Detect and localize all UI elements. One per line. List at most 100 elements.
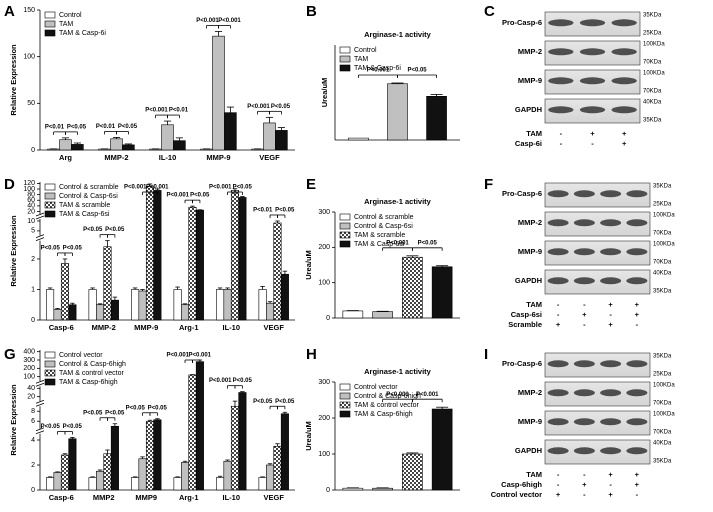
- blot-band: [573, 418, 595, 426]
- x-tick-label: MMP-9: [206, 153, 230, 162]
- sig-label: P<0.05: [105, 227, 125, 233]
- bar: [46, 477, 55, 491]
- bar: [103, 453, 112, 491]
- bar: [273, 222, 282, 321]
- bar: [266, 302, 275, 321]
- bar: [131, 477, 140, 491]
- legend-label: TAM & Casp-6si: [354, 241, 405, 248]
- sig-label: P<0.05: [275, 399, 295, 405]
- legend-swatch: [339, 55, 351, 63]
- condition-sign: +: [556, 490, 561, 499]
- y-tick-label: 10: [27, 218, 35, 225]
- panel-letter: D: [4, 176, 15, 193]
- y-tick-label: 2: [31, 462, 35, 469]
- sig-label: P<0.001: [188, 353, 211, 359]
- condition-label: Control vector: [491, 490, 542, 499]
- legend-swatch: [339, 222, 351, 230]
- x-tick-label: MMP-2: [104, 153, 128, 162]
- sig-label: P<0.001: [367, 68, 390, 74]
- legend-swatch: [339, 64, 351, 72]
- legend-swatch: [339, 213, 351, 221]
- condition-label: Casp-6si: [511, 310, 542, 319]
- size-marker: 40KDa: [653, 441, 672, 447]
- condition-label: TAM: [526, 300, 542, 309]
- legend-swatch: [44, 11, 56, 19]
- x-tick-label: MMP2: [93, 493, 115, 502]
- legend-swatch: [44, 369, 56, 377]
- bar: [402, 256, 423, 319]
- legend-swatch: [44, 351, 56, 359]
- bar: [216, 289, 225, 321]
- panel-letter: G: [4, 346, 16, 363]
- condition-sign: -: [557, 470, 560, 479]
- legend-label: TAM: [354, 56, 368, 63]
- sig-label: P<0.05: [190, 193, 210, 199]
- blot-band: [573, 277, 595, 285]
- bar: [71, 144, 84, 151]
- bar: [223, 289, 232, 321]
- bar: [181, 462, 190, 491]
- condition-sign: -: [557, 480, 560, 489]
- y-tick-label: 300: [23, 357, 35, 364]
- blot-band: [600, 418, 622, 426]
- condition-sign: -: [636, 320, 639, 329]
- y-axis-label: Relative Expression: [9, 384, 18, 456]
- y-tick-label: 300: [318, 379, 330, 386]
- blot-band: [573, 447, 595, 455]
- condition-sign: +: [622, 139, 627, 148]
- axis-break: [35, 399, 45, 404]
- sig-label: P<0.05: [63, 424, 83, 430]
- x-tick-label: Arg-1: [179, 493, 199, 502]
- bar: [273, 445, 282, 491]
- blot-row-label: Pro-Casp-6: [502, 18, 542, 27]
- sig-label: P<0.05: [67, 124, 87, 130]
- x-tick-label: IL-10: [159, 153, 177, 162]
- condition-sign: +: [635, 310, 640, 319]
- sig-label: P<0.001: [166, 353, 189, 359]
- blot-band: [547, 248, 569, 256]
- blot-band: [626, 389, 648, 397]
- panel-letter: F: [484, 176, 493, 193]
- size-marker: 100KDa: [653, 242, 675, 248]
- bar: [161, 124, 174, 151]
- sig-label: P<0.05: [271, 104, 291, 110]
- bar: [224, 112, 237, 151]
- axis-break: [35, 427, 45, 432]
- bar: [431, 408, 453, 491]
- condition-sign: -: [583, 490, 586, 499]
- legend-label: TAM & scramble: [59, 202, 110, 209]
- y-tick-label: 100: [23, 54, 35, 61]
- bar: [230, 405, 239, 491]
- blot-band: [547, 277, 569, 285]
- sig-label: P<0.05: [275, 208, 295, 214]
- sig-label: P<0.05: [105, 410, 125, 416]
- size-marker: 70KDa: [653, 260, 672, 266]
- sig-label: P<0.001: [386, 392, 409, 398]
- blot-row-label: GAPDH: [515, 276, 542, 285]
- blot-band: [600, 277, 622, 285]
- blot-band: [600, 219, 622, 227]
- bar: [275, 130, 288, 151]
- y-tick-label: 0: [31, 487, 35, 494]
- bar: [230, 190, 239, 321]
- bar: [122, 144, 135, 151]
- blot-band: [600, 190, 622, 198]
- y-tick-label: 100: [23, 374, 35, 381]
- blot-row-label: Pro-Casp-6: [502, 189, 542, 198]
- bar: [238, 392, 247, 491]
- blot-band: [548, 77, 574, 85]
- y-axis-label: Urea/uM: [304, 421, 313, 451]
- legend-label: TAM & Casp-6i: [59, 30, 106, 37]
- legend-label: Control & Casp-6si: [354, 223, 413, 230]
- panel-letter: A: [4, 3, 15, 20]
- blot-row-label: MMP-9: [518, 247, 542, 256]
- condition-sign: +: [590, 129, 595, 138]
- sig-label: P<0.001: [386, 240, 409, 246]
- y-tick-label: 20: [27, 394, 35, 401]
- legend-label: Control & Casp-6high: [354, 393, 421, 400]
- bar: [372, 311, 393, 319]
- bar: [53, 472, 62, 491]
- y-tick-label: 100: [318, 280, 330, 287]
- y-tick-label: 0: [326, 487, 330, 494]
- blot-band: [547, 360, 569, 368]
